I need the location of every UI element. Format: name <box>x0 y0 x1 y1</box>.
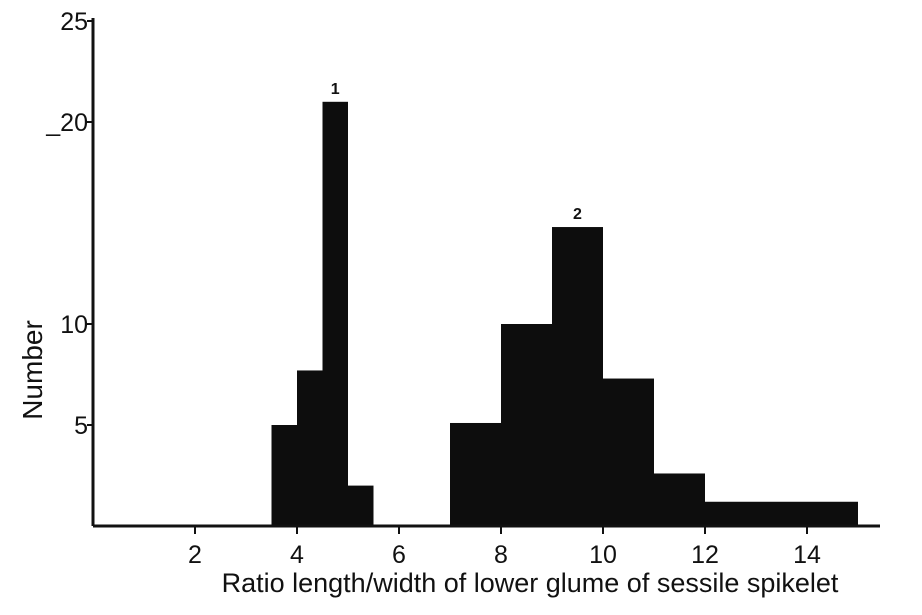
histogram-bar <box>501 324 552 526</box>
x-tick-label: 14 <box>793 541 821 569</box>
histogram-bar <box>450 422 501 526</box>
bars-group <box>271 101 858 527</box>
x-tick-label: 10 <box>589 541 617 569</box>
histogram-bar <box>603 378 654 526</box>
histogram-bar <box>654 473 705 526</box>
y-axis-label: Number <box>17 320 48 420</box>
histogram-bar <box>322 101 348 527</box>
x-tick-label: 2 <box>188 541 202 569</box>
y-tick-label: 10 <box>60 311 88 339</box>
annotations-group: 12 <box>331 81 582 223</box>
histogram-bar <box>348 485 374 526</box>
peak-annotation: 2 <box>573 206 582 223</box>
histogram-bar <box>552 227 603 527</box>
y-tick-label: 25 <box>60 8 88 36</box>
peak-annotation: 1 <box>331 81 340 98</box>
histogram-bar <box>271 425 297 526</box>
x-tick-label: 4 <box>290 541 304 569</box>
x-tick-label: 8 <box>494 541 508 569</box>
x-tick-label: 6 <box>392 541 406 569</box>
y-tick-label: 5 <box>74 412 88 440</box>
histogram-bar <box>297 370 323 526</box>
y-ticks-group: 5 10 _20 25 <box>45 8 93 440</box>
y-tick-label: _20 <box>45 109 88 137</box>
x-tick-label: 12 <box>691 541 719 569</box>
x-ticks-group: 2 4 6 8 10 12 14 <box>188 526 821 569</box>
histogram-bar <box>705 501 858 526</box>
x-axis-label: Ratio length/width of lower glume of ses… <box>222 568 839 598</box>
